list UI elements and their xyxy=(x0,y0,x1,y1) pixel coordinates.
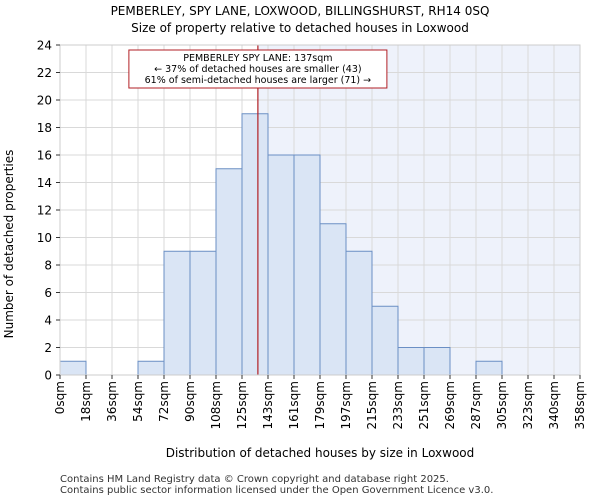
footer-line-1: Contains HM Land Registry data © Crown c… xyxy=(60,474,449,485)
bar-143sqm xyxy=(267,154,295,376)
annotation-border xyxy=(128,49,388,89)
x-tick-label: 36sqm xyxy=(105,381,119,422)
bar-251sqm xyxy=(423,347,451,376)
bar-233sqm xyxy=(397,347,425,376)
x-tick-label: 143sqm xyxy=(261,381,275,429)
y-tick-label: 20 xyxy=(37,94,52,108)
y-axis-label: Number of detached properties xyxy=(2,150,16,339)
plot-area xyxy=(59,44,581,376)
y-tick-label: 6 xyxy=(44,286,52,300)
bar-179sqm xyxy=(319,223,347,376)
y-tick-label: 0 xyxy=(44,369,52,383)
x-tick-label: 161sqm xyxy=(287,381,301,429)
chart-title: PEMBERLEY, SPY LANE, LOXWOOD, BILLINGSHU… xyxy=(111,4,490,18)
y-tick-label: 14 xyxy=(37,176,52,190)
x-tick-label: 358sqm xyxy=(573,381,587,429)
bar-287sqm xyxy=(475,360,503,376)
x-tick-label: 251sqm xyxy=(417,381,431,429)
annotation-line-1: PEMBERLEY SPY LANE: 137sqm xyxy=(183,53,332,64)
x-tick-label: 340sqm xyxy=(547,381,561,429)
bar-72sqm xyxy=(163,250,191,376)
x-tick-label: 72sqm xyxy=(157,381,171,422)
x-tick-label: 233sqm xyxy=(391,381,405,429)
x-axis-label: Distribution of detached houses by size … xyxy=(166,446,475,460)
chart-subtitle: Size of property relative to detached ho… xyxy=(131,21,469,35)
y-tick-label: 12 xyxy=(37,204,52,218)
bar-108sqm xyxy=(215,168,243,376)
x-tick-label: 287sqm xyxy=(469,381,483,429)
bar-197sqm xyxy=(345,250,373,376)
x-axis-ticks: 0sqm 18sqm 36sqm 54sqm 72sqm 90sqm 108sqm 125sq… xyxy=(53,375,587,429)
x-tick-label: 54sqm xyxy=(131,381,145,422)
x-tick-label: 305sqm xyxy=(495,381,509,429)
x-tick-label: 18sqm xyxy=(79,381,93,422)
y-tick-label: 2 xyxy=(44,341,52,355)
bar-90sqm xyxy=(189,250,217,376)
x-tick-label: 179sqm xyxy=(313,381,327,429)
bar-125sqm xyxy=(241,113,269,376)
x-tick-label: 269sqm xyxy=(443,381,457,429)
x-tick-label: 323sqm xyxy=(521,381,535,429)
y-tick-label: 18 xyxy=(37,121,52,135)
annotation-line-2: ← 37% of detached houses are smaller (43… xyxy=(154,64,361,75)
y-tick-label: 4 xyxy=(44,314,52,328)
y-tick-label: 24 xyxy=(37,39,52,53)
x-tick-label: 215sqm xyxy=(365,381,379,429)
annotation-box: PEMBERLEY SPY LANE: 137sqm ← 37% of deta… xyxy=(128,49,388,89)
x-tick-label: 125sqm xyxy=(235,381,249,429)
y-tick-label: 22 xyxy=(37,66,52,80)
y-tick-label: 10 xyxy=(37,231,52,245)
bar-54sqm xyxy=(137,360,165,376)
y-tick-label: 8 xyxy=(44,259,52,273)
bar-215sqm xyxy=(371,305,399,376)
x-tick-label: 197sqm xyxy=(339,381,353,429)
bar-161sqm xyxy=(293,154,321,376)
annotation-line-3: 61% of semi-detached houses are larger (… xyxy=(145,75,372,86)
x-tick-label: 108sqm xyxy=(209,381,223,429)
x-tick-label: 0sqm xyxy=(53,381,67,414)
footer-line-2: Contains public sector information licen… xyxy=(60,485,494,496)
bar-0sqm xyxy=(59,360,87,376)
y-tick-label: 16 xyxy=(37,149,52,163)
footer: Contains HM Land Registry data © Crown c… xyxy=(60,474,493,496)
x-tick-label: 90sqm xyxy=(183,381,197,422)
